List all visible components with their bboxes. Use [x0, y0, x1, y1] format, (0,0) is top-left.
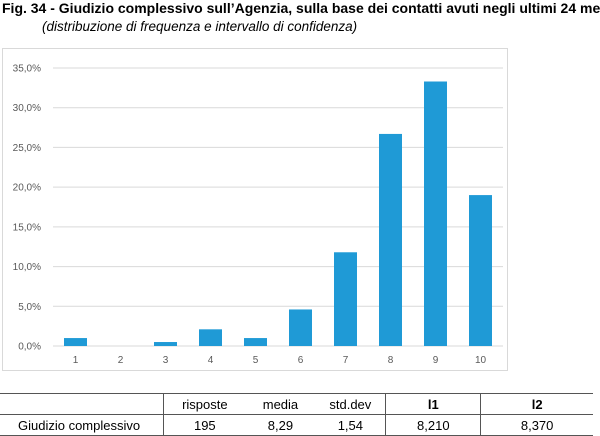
x-tick-label: 6 — [298, 355, 304, 366]
stats-header-row: risposte media std.dev l1 l2 — [0, 393, 593, 415]
figure-subtitle: (distribuzione di frequenza e intervallo… — [42, 19, 358, 34]
bar-1 — [64, 338, 87, 346]
y-tick-label: 30,0% — [13, 103, 41, 114]
chart-frame: 0,0% 5,0% 10,0% 15,0% 20,0% 25,0% 30,0% 35,0% 1 2… — [2, 48, 508, 371]
bar-4 — [199, 329, 222, 346]
x-tick-label: 4 — [208, 355, 214, 366]
stats-media-value: 8,29 — [267, 417, 294, 433]
stats-table: risposte media std.dev l1 l2 Giudizio co… — [0, 393, 593, 436]
x-tick-label: 9 — [433, 355, 439, 366]
stats-stddev-value: 1,54 — [337, 417, 363, 433]
stats-header-l1: l1 — [385, 393, 481, 415]
x-tick-label: 1 — [73, 355, 79, 366]
y-tick-label: 20,0% — [13, 183, 41, 194]
stats-header-blank — [0, 394, 164, 415]
y-tick-label: 5,0% — [18, 302, 41, 313]
y-tick-label: 35,0% — [13, 64, 41, 75]
stats-header-media: media — [262, 396, 299, 412]
y-tick-label: 10,0% — [13, 262, 41, 273]
y-tick-label: 15,0% — [13, 222, 41, 233]
figure-title: Fig. 34 - Giudizio complessivo sull’Agen… — [2, 0, 600, 16]
stats-data-row: Giudizio complessivo 195 8,29 1,54 8,210… — [0, 414, 593, 436]
stats-l1-value: 8,210 — [385, 414, 481, 436]
bar-9 — [424, 81, 447, 346]
stats-row-label: Giudizio complessivo — [18, 417, 141, 433]
stats-risposte-value: 195 — [163, 414, 246, 436]
stats-header-risposte: risposte — [163, 393, 246, 415]
bar-chart: 0,0% 5,0% 10,0% 15,0% 20,0% 25,0% 30,0% 35,0% 1 2… — [13, 64, 503, 366]
bar-6 — [289, 309, 312, 346]
y-tick-label: 0,0% — [18, 342, 41, 353]
bar-5 — [244, 338, 267, 346]
x-tick-label: 3 — [163, 355, 169, 366]
stats-header-stddev: std.dev — [329, 396, 372, 412]
y-tick-label: 25,0% — [13, 143, 41, 154]
bar-10 — [469, 195, 492, 346]
stats-header-l2: l2 — [480, 393, 593, 415]
bar-7 — [334, 252, 357, 346]
bar-8 — [379, 133, 402, 346]
x-tick-label: 5 — [253, 355, 259, 366]
x-tick-label: 10 — [475, 355, 487, 366]
x-tick-label: 8 — [388, 355, 394, 366]
x-tick-label: 7 — [343, 355, 349, 366]
stats-l2-value: 8,370 — [480, 414, 593, 436]
bar-3 — [154, 342, 177, 346]
x-tick-label: 2 — [118, 355, 124, 366]
